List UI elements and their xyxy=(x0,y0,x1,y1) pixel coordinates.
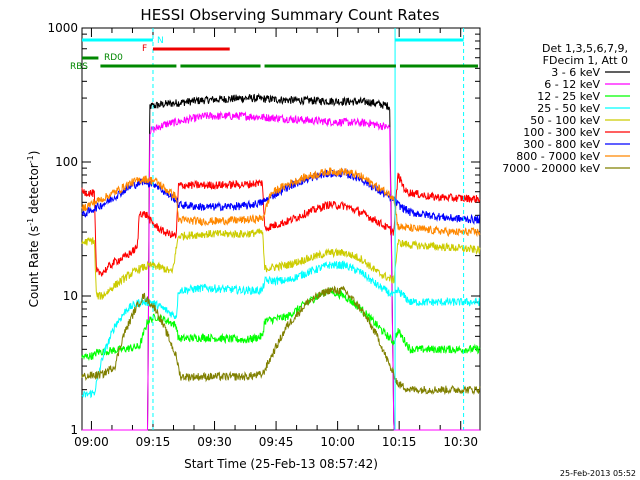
y-tick-label: 100 xyxy=(55,155,78,169)
series-line xyxy=(81,228,481,300)
annotation-label-n: N xyxy=(157,36,164,46)
x-axis: 09:00 09:15 09:30 09:45 10:00 10:15 10:30 xyxy=(74,28,478,449)
y-tick-label: 1 xyxy=(70,423,78,437)
legend-entry-label: 3 - 6 keV xyxy=(551,66,600,79)
y-axis-label: Count Rate (s-1 detector-1) xyxy=(26,151,41,308)
legend-entry-label: 7000 - 20000 keV xyxy=(502,162,600,175)
y-axis: 1 10 100 1000 xyxy=(47,21,480,437)
x-tick-label: 10:00 xyxy=(320,435,355,449)
series-line xyxy=(82,110,480,431)
legend-entry-label: 6 - 12 keV xyxy=(544,78,600,91)
series-line xyxy=(81,167,481,225)
annotation-label-rbs: RBS xyxy=(70,62,88,72)
x-tick-label: 10:30 xyxy=(443,435,478,449)
x-tick-label: 09:15 xyxy=(136,435,171,449)
legend-header-line1: Det 1,3,5,6,7,9, xyxy=(542,42,628,55)
legend-entry-label: 12 - 25 keV xyxy=(537,90,600,103)
legend-entry-label: 50 - 100 keV xyxy=(530,114,600,127)
legend-entry-label: 100 - 300 keV xyxy=(523,126,600,139)
legend-entry-label: 300 - 800 keV xyxy=(523,138,600,151)
legend-entry-label: 25 - 50 keV xyxy=(537,102,600,115)
annotation-bars: NF RD0 RBS xyxy=(70,36,478,72)
series-line xyxy=(81,287,481,362)
annotation-label-rd0: RD0 xyxy=(104,53,123,63)
y-tick-label: 10 xyxy=(63,289,78,303)
x-axis-label: Start Time (25-Feb-13 08:57:42) xyxy=(184,457,378,471)
series-line xyxy=(82,92,480,431)
legend-entry-label: 800 - 7000 keV xyxy=(516,150,600,163)
plot-frame xyxy=(81,27,481,431)
y-axis-label-end: ) xyxy=(27,151,41,156)
mode-change-lines xyxy=(152,28,465,430)
annotation-label-f: F xyxy=(142,44,147,54)
chart-title: HESSI Observing Summary Count Rates xyxy=(140,6,439,24)
series-line xyxy=(81,260,481,399)
y-axis-label-exp1: -1 xyxy=(26,218,35,226)
series-line xyxy=(81,172,481,277)
series-line xyxy=(81,167,481,238)
footer-datestamp: 25-Feb-2013 05:52 xyxy=(560,469,636,478)
x-tick-label: 09:00 xyxy=(74,435,109,449)
legend-header-line2: FDecim 1, Att 0 xyxy=(543,54,628,67)
x-tick-label: 10:15 xyxy=(382,435,417,449)
series-lines xyxy=(81,92,481,431)
legend: Det 1,3,5,6,7,9, FDecim 1, Att 0 3 - 6 k… xyxy=(502,42,630,175)
y-axis-label-exp2: -1 xyxy=(26,155,35,163)
series-line xyxy=(81,285,481,396)
y-axis-label-main: Count Rate (s xyxy=(27,226,41,308)
x-tick-label: 09:30 xyxy=(197,435,232,449)
y-axis-label-mid: detector xyxy=(27,163,41,218)
x-tick-label: 09:45 xyxy=(259,435,294,449)
y-tick-label: 1000 xyxy=(47,21,78,35)
